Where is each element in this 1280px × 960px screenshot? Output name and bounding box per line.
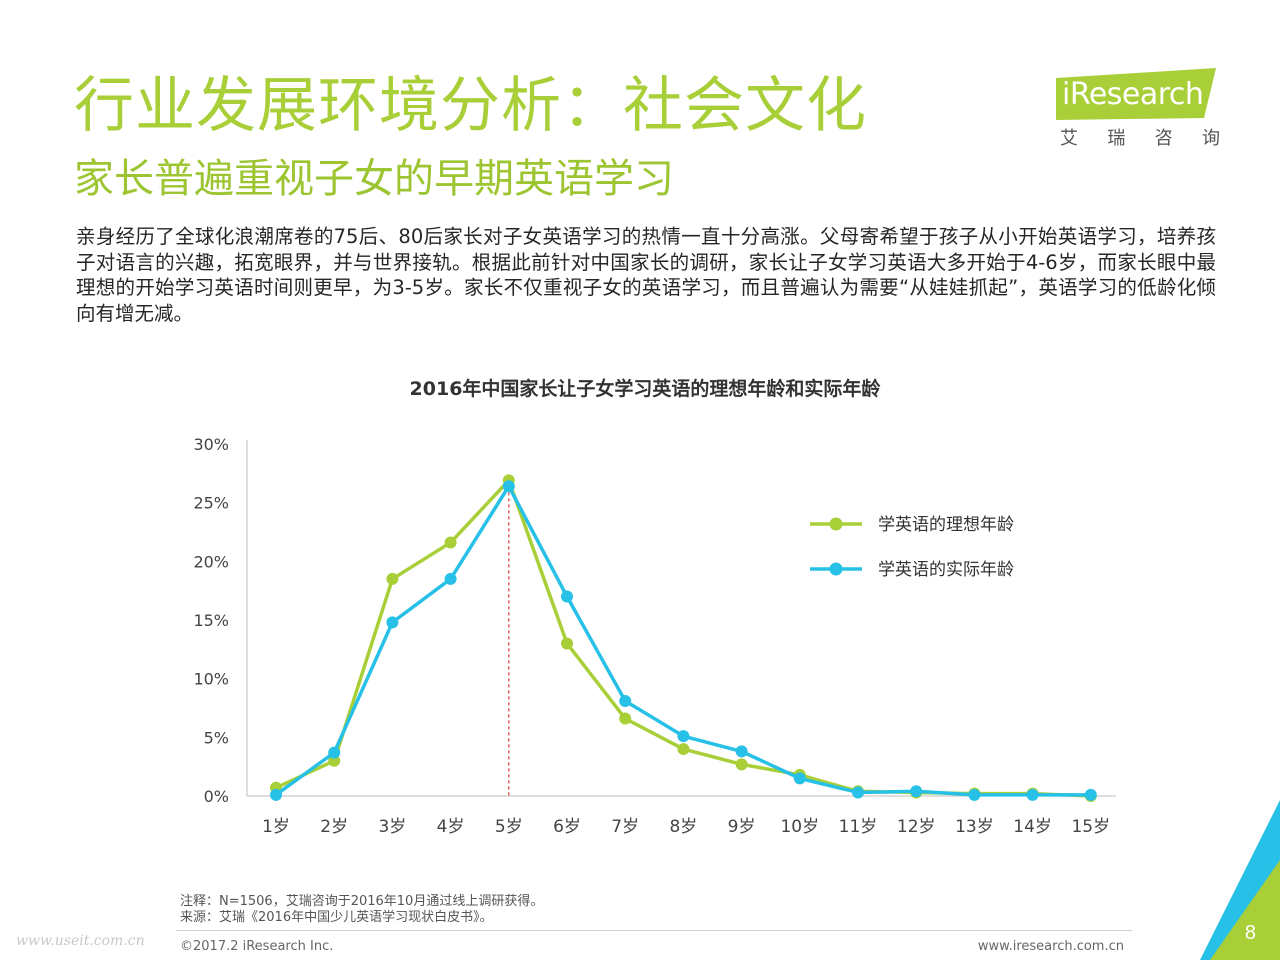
y-tick-label: 20% <box>193 552 229 571</box>
logo-cn-char: 艾 <box>1060 128 1078 149</box>
x-tick-label: 2岁 <box>320 817 348 837</box>
data-point-series-2 <box>386 616 399 629</box>
data-point-series-2 <box>1026 788 1039 801</box>
y-tick-label: 10% <box>193 670 229 689</box>
logo-cn-text: 艾 瑞 咨 询 <box>1060 124 1220 150</box>
legend-label-1: 学英语的理想年龄 <box>878 515 1014 535</box>
x-tick-label: 6岁 <box>553 817 581 837</box>
data-point-series-2 <box>1084 788 1097 801</box>
line-chart: 0% 5% 10% 15% 20% 25% 30% 1岁 2岁 3岁 4岁 5岁 6岁 7岁 8岁 9岁 10岁… <box>193 435 1116 837</box>
logo-cn-char: 咨 <box>1154 128 1173 149</box>
logo-cn-char: 询 <box>1201 128 1220 149</box>
chart-note: 注释：N=1506，艾瑞咨询于2016年10月通过线上调研获得。 <box>180 894 544 909</box>
x-tick-label: 15岁 <box>1071 817 1110 837</box>
y-tick-label: 15% <box>193 611 229 630</box>
data-point-series-1 <box>328 754 341 767</box>
data-point-series-1 <box>735 758 748 771</box>
data-point-series-2 <box>793 772 806 785</box>
slide-subtitle: 家长普遍重视子女的早期英语学习 <box>74 156 674 202</box>
data-point-series-2 <box>910 785 923 798</box>
x-tick-label: 1岁 <box>262 817 290 837</box>
iresearch-logo: iResearch 艾 瑞 咨 询 <box>1056 66 1220 156</box>
data-point-series-2 <box>561 590 573 603</box>
chart-source: 来源：艾瑞《2016年中国少儿英语学习现状白皮书》。 <box>180 910 493 925</box>
corner-decoration-icon <box>1200 800 1280 960</box>
logo-brand-text: iResearch <box>1062 77 1204 112</box>
x-tick-label: 9岁 <box>728 817 756 837</box>
x-tick-label: 12岁 <box>897 817 936 837</box>
data-point-series-1 <box>677 743 690 756</box>
x-tick-label: 8岁 <box>669 817 697 837</box>
x-tick-label: 13岁 <box>955 817 994 837</box>
copyright: ©2017.2 iResearch Inc. <box>180 939 334 954</box>
chart-title: 2016年中国家长让子女学习英语的理想年龄和实际年龄 <box>409 378 881 400</box>
x-tick-label: 3岁 <box>378 817 406 837</box>
data-point-series-2 <box>968 788 981 801</box>
y-tick-label: 5% <box>204 728 229 747</box>
data-point-series-2 <box>444 572 457 585</box>
data-point-series-1 <box>444 536 457 549</box>
x-tick-label: 14岁 <box>1013 817 1052 837</box>
watermark: www.useit.com.cn <box>16 933 145 949</box>
data-point-series-2 <box>735 745 748 758</box>
x-tick-label: 10岁 <box>780 817 819 837</box>
data-point-series-1 <box>561 637 573 650</box>
data-point-series-2 <box>619 694 632 707</box>
data-point-series-2 <box>502 480 515 493</box>
y-tick-label: 25% <box>193 494 229 513</box>
logo-badge-icon <box>1056 68 1216 120</box>
x-tick-label: 5岁 <box>495 817 523 837</box>
logo-cn-char: 瑞 <box>1107 128 1126 149</box>
legend-label-2: 学英语的实际年龄 <box>878 560 1014 580</box>
slide-title: 行业发展环境分析：社会文化 <box>74 71 867 141</box>
page-number: 8 <box>1244 922 1256 944</box>
x-tick-label: 7岁 <box>611 817 639 837</box>
y-tick-label: 0% <box>204 787 229 806</box>
data-point-series-1 <box>619 712 632 725</box>
data-point-series-2 <box>328 746 341 759</box>
intro-paragraph: 亲身经历了全球化浪潮席卷的75后、80后家长对子女英语学习的热情一直十分高涨。父… <box>76 225 1216 325</box>
website-url: www.iresearch.com.cn <box>977 939 1124 954</box>
footer-divider <box>176 930 1132 931</box>
x-tick-label: 11岁 <box>839 817 878 837</box>
data-point-series-1 <box>386 572 399 585</box>
data-point-series-2 <box>852 786 864 799</box>
legend-marker-1 <box>829 517 843 531</box>
data-point-series-2 <box>677 730 690 743</box>
x-tick-label: 4岁 <box>437 817 465 837</box>
data-point-series-2 <box>270 788 282 801</box>
y-tick-label: 30% <box>193 435 229 454</box>
legend-marker-2 <box>829 562 843 576</box>
